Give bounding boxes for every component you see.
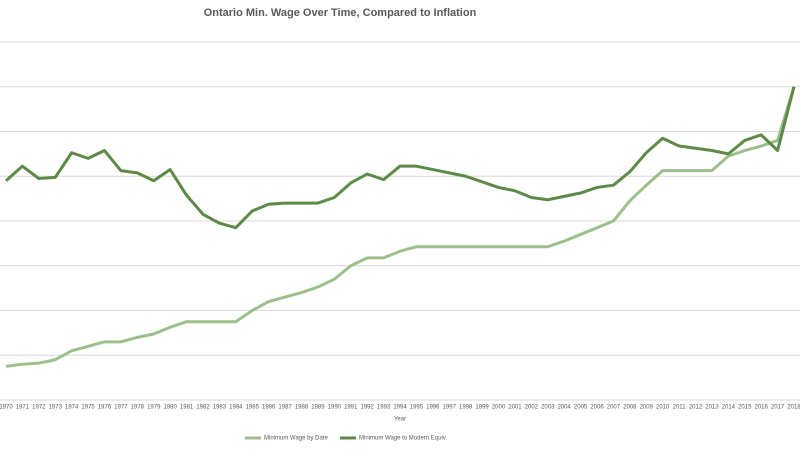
x-tick-label: 2016: [754, 405, 768, 411]
x-tick-label: 2004: [557, 405, 571, 411]
x-tick-label: 1978: [131, 405, 145, 411]
x-tick-label: 1976: [98, 405, 112, 411]
x-tick-label: 2011: [673, 405, 687, 411]
x-tick-label: 2005: [574, 405, 588, 411]
x-tick-label: 1998: [459, 405, 473, 411]
x-tick-label: 1989: [311, 405, 325, 411]
series-line: [5, 86, 796, 230]
series-line: [5, 86, 796, 368]
x-tick-label: 2008: [623, 405, 637, 411]
x-tick-label: 2010: [656, 405, 670, 411]
x-tick-label: 1977: [114, 405, 128, 411]
x-tick-label: 1983: [213, 405, 227, 411]
x-tick-label: 1973: [49, 405, 63, 411]
x-tick-label: 2009: [640, 405, 654, 411]
x-tick-label: 1994: [393, 405, 407, 411]
x-tick-label: 2014: [722, 405, 736, 411]
x-tick-label: 2012: [689, 405, 703, 411]
x-tick-label: 2017: [771, 405, 785, 411]
x-tick-label: 1987: [278, 405, 292, 411]
x-tick-label: 2000: [492, 405, 506, 411]
x-axis-label: Year: [394, 417, 406, 423]
x-tick-label: 1993: [377, 405, 391, 411]
x-tick-label: 1988: [295, 405, 309, 411]
x-tick-label: 2006: [590, 405, 604, 411]
x-tick-label: 1985: [246, 405, 260, 411]
chart-title: Ontario Min. Wage Over Time, Compared to…: [204, 7, 477, 19]
x-tick-label: 2007: [607, 405, 621, 411]
legend-label: Minimum Wage to Modern Equiv.: [359, 436, 447, 442]
x-tick-label: 1974: [65, 405, 79, 411]
x-tick-label: 2013: [705, 405, 719, 411]
x-tick-label: 1995: [410, 405, 424, 411]
x-tick-label: 2015: [738, 405, 752, 411]
x-tick-label: 1980: [163, 405, 177, 411]
legend-label: Minimum Wage by Date: [264, 436, 328, 442]
x-tick-label: 2018: [787, 405, 800, 411]
x-tick-label: 1999: [475, 405, 489, 411]
x-tick-label: 1996: [426, 405, 440, 411]
x-tick-label: 1986: [262, 405, 276, 411]
x-tick-label: 1984: [229, 405, 243, 411]
x-tick-label: 1991: [344, 405, 358, 411]
x-tick-label: 2001: [508, 405, 522, 411]
x-tick-label: 2002: [525, 405, 539, 411]
x-tick-label: 1981: [180, 405, 194, 411]
x-tick-label: 1990: [328, 405, 342, 411]
x-tick-label: 2003: [541, 405, 555, 411]
x-tick-label: 1979: [147, 405, 161, 411]
x-tick-label: 1992: [360, 405, 374, 411]
x-tick-label: 1970: [0, 405, 13, 411]
x-tick-label: 1972: [32, 405, 46, 411]
x-tick-label: 1982: [196, 405, 210, 411]
x-tick-label: 1997: [443, 405, 457, 411]
x-tick-label: 1971: [16, 405, 30, 411]
x-tick-label: 1975: [81, 405, 95, 411]
